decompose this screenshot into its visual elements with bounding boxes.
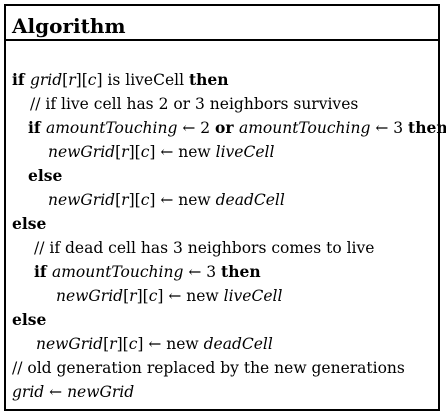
keyword: then	[408, 118, 446, 137]
code-text: ][	[75, 71, 88, 89]
code-text: [	[115, 191, 122, 209]
code-text: ] ← new	[157, 287, 224, 305]
code-line: if amountTouching ← 2 or amountTouching …	[28, 116, 446, 140]
code-text: ← 3	[183, 263, 222, 281]
code-text: [	[123, 287, 130, 305]
identifier: r	[129, 287, 137, 305]
code-line: else	[28, 164, 62, 188]
identifier: r	[68, 71, 76, 89]
identifier: newGrid	[48, 191, 116, 209]
algorithm-box: Algorithm if grid[r][c] is liveCell then…	[4, 4, 446, 411]
code-text: ] ← new	[149, 191, 216, 209]
identifier: liveCell	[223, 287, 283, 305]
code-text: ][	[128, 143, 141, 161]
keyword: if	[34, 262, 52, 281]
code-text: ] ← new	[149, 143, 216, 161]
algorithm-title: Algorithm	[12, 14, 126, 38]
code-text: // old generation replaced by the new ge…	[12, 359, 405, 377]
identifier: c	[140, 191, 150, 209]
algorithm-header: Algorithm	[6, 6, 438, 41]
code-text: [	[115, 143, 122, 161]
code-line: if amountTouching ← 3 then	[34, 260, 261, 284]
identifier: c	[148, 287, 158, 305]
identifier: newGrid	[48, 143, 116, 161]
keyword: if	[28, 118, 46, 137]
code-line: // old generation replaced by the new ge…	[12, 356, 405, 380]
identifier: amountTouching	[238, 119, 371, 137]
code-line: newGrid[r][c] ← new deadCell	[36, 332, 273, 356]
code-line: if grid[r][c] is liveCell then	[12, 68, 229, 92]
identifier: r	[121, 143, 129, 161]
identifier: liveCell	[215, 143, 275, 161]
keyword: else	[12, 310, 47, 329]
code-text: ][	[136, 287, 149, 305]
identifier: newGrid	[56, 287, 124, 305]
code-text: ←	[44, 383, 68, 401]
keyword: else	[12, 214, 47, 233]
code-line: grid ← newGrid	[12, 380, 134, 404]
code-text: // if live cell has 2 or 3 neighbors sur…	[30, 95, 359, 113]
code-line: newGrid[r][c] ← new liveCell	[56, 284, 282, 308]
code-line: // if live cell has 2 or 3 neighbors sur…	[30, 92, 358, 116]
code-text: [	[103, 335, 110, 353]
code-text: ] is liveCell	[96, 71, 189, 89]
keyword: if	[12, 70, 30, 89]
code-text: ← 2	[177, 119, 216, 137]
keyword: else	[28, 166, 63, 185]
code-line: newGrid[r][c] ← new deadCell	[48, 188, 285, 212]
code-text: [	[62, 71, 69, 89]
identifier: newGrid	[67, 383, 135, 401]
code-line: else	[12, 308, 46, 332]
identifier: c	[128, 335, 138, 353]
identifier: deadCell	[203, 335, 273, 353]
code-text: ← 3	[370, 119, 409, 137]
identifier: r	[109, 335, 117, 353]
identifier: grid	[12, 383, 45, 401]
code-text: ] ← new	[137, 335, 204, 353]
identifier: newGrid	[36, 335, 104, 353]
keyword: then	[188, 70, 229, 89]
identifier: grid	[29, 71, 63, 89]
code-line: // if dead cell has 3 neighbors comes to…	[34, 236, 374, 260]
identifier: amountTouching	[45, 119, 178, 137]
identifier: r	[121, 191, 129, 209]
code-line: newGrid[r][c] ← new liveCell	[48, 140, 274, 164]
code-text: ][	[116, 335, 129, 353]
identifier: deadCell	[215, 191, 285, 209]
keyword: or	[215, 118, 239, 137]
code-text: ][	[128, 191, 141, 209]
identifier: c	[87, 71, 97, 89]
keyword: then	[221, 262, 261, 281]
code-text: // if dead cell has 3 neighbors comes to…	[34, 239, 375, 257]
identifier: c	[140, 143, 150, 161]
code-line: else	[12, 212, 46, 236]
identifier: amountTouching	[51, 263, 184, 281]
